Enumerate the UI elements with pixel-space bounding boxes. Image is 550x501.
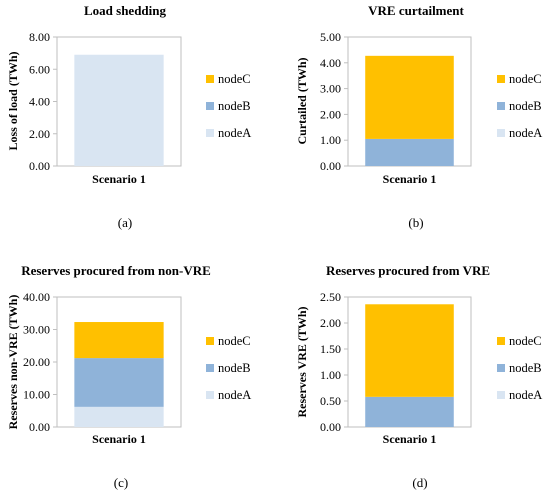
legend-swatch-nodeA: [497, 129, 505, 137]
legend-swatch-nodeB: [497, 102, 505, 110]
legend-label-nodeC: nodeC: [218, 72, 251, 86]
y-axis-label: Loss of load (TWh): [6, 51, 20, 150]
y-tick-label: 10.00: [23, 388, 50, 402]
legend-swatch-nodeC: [497, 337, 505, 345]
chart-panel-1: 0.00 1.00 2.00 3.00 4.00 5.00 Scenario 1 VRE cu…: [295, 3, 542, 230]
y-tick-label: 40.00: [23, 290, 50, 304]
panel-label: (b): [408, 215, 423, 230]
bar-segment-nodeB: [365, 138, 454, 166]
y-tick-label: 2.00: [320, 316, 341, 330]
y-tick-label: 2.00: [29, 127, 50, 141]
legend-swatch-nodeB: [497, 364, 505, 372]
legend-label-nodeA: nodeA: [218, 388, 251, 402]
legend-label-nodeB: nodeB: [218, 99, 251, 113]
legend-swatch-nodeC: [206, 75, 214, 83]
legend-label-nodeA: nodeA: [509, 388, 542, 402]
y-tick-label: 0.00: [320, 159, 341, 173]
y-tick-label: 4.00: [320, 56, 341, 70]
x-category-label: Scenario 1: [383, 172, 437, 186]
y-tick-label: 0.00: [320, 420, 341, 434]
legend-swatch-nodeA: [497, 391, 505, 399]
legend-label-nodeC: nodeC: [509, 72, 542, 86]
y-tick-label: 4.00: [29, 95, 50, 109]
legend-label-nodeA: nodeA: [509, 126, 542, 140]
bar-segment-nodeA: [74, 54, 164, 166]
legend-label-nodeB: nodeB: [218, 361, 251, 375]
legend-swatch-nodeC: [497, 75, 505, 83]
y-tick-label: 2.00: [320, 107, 341, 121]
y-tick-label: 30.00: [23, 323, 50, 337]
y-tick-label: 5.00: [320, 30, 341, 44]
y-axis-label: Curtailed (TWh): [295, 57, 309, 144]
legend-label-nodeB: nodeB: [509, 361, 542, 375]
panel-label: (a): [118, 215, 132, 230]
x-category-label: Scenario 1: [92, 172, 146, 186]
legend-label-nodeB: nodeB: [509, 99, 542, 113]
panel-label: (d): [412, 475, 427, 490]
y-tick-label: 2.50: [320, 290, 341, 304]
legend-swatch-nodeA: [206, 391, 214, 399]
y-tick-label: 1.00: [320, 133, 341, 147]
y-tick-label: 3.00: [320, 82, 341, 96]
y-tick-label: 6.00: [29, 62, 50, 76]
y-tick-label: 0.50: [320, 394, 341, 408]
y-axis-label: Reserves VRE (TWh): [295, 306, 309, 417]
chart-panel-0: 0.00 2.00 4.00 6.00 8.00 Scenario 1 Load shedd…: [6, 3, 251, 230]
bar-segment-nodeC: [365, 304, 454, 397]
bar-segment-nodeB: [74, 358, 164, 407]
panel-label: (c): [114, 475, 128, 490]
y-tick-label: 1.50: [320, 342, 341, 356]
y-tick-label: 20.00: [23, 355, 50, 369]
bar-segment-nodeC: [74, 322, 164, 359]
legend-swatch-nodeA: [206, 129, 214, 137]
y-tick-label: 8.00: [29, 30, 50, 44]
bar-segment-nodeB: [365, 396, 454, 427]
chart-title: Load shedding: [84, 3, 167, 18]
x-category-label: Scenario 1: [92, 432, 146, 446]
chart-title: Reserves procured from non-VRE: [21, 263, 211, 278]
bar-segment-nodeA: [74, 406, 164, 427]
legend-swatch-nodeB: [206, 102, 214, 110]
y-tick-label: 0.00: [29, 420, 50, 434]
x-category-label: Scenario 1: [383, 432, 437, 446]
legend-label-nodeA: nodeA: [218, 126, 251, 140]
y-tick-label: 0.00: [29, 159, 50, 173]
bar-segment-nodeC: [365, 55, 454, 139]
y-tick-label: 1.00: [320, 368, 341, 382]
legend-label-nodeC: nodeC: [218, 334, 251, 348]
legend-swatch-nodeC: [206, 337, 214, 345]
chart-title: VRE curtailment: [368, 3, 464, 18]
chart-panel-2: 0.00 10.00 20.00 30.00 40.00 Scenario 1 Reserv…: [6, 263, 251, 490]
legend-swatch-nodeB: [206, 364, 214, 372]
chart-title: Reserves procured from VRE: [326, 263, 490, 278]
legend-label-nodeC: nodeC: [509, 334, 542, 348]
y-axis-label: Reserves non-VRE (TWh): [6, 295, 20, 430]
chart-panel-3: 0.00 0.50 1.00 1.50 2.00 2.50 Scenario 1 Reserv…: [295, 263, 542, 490]
